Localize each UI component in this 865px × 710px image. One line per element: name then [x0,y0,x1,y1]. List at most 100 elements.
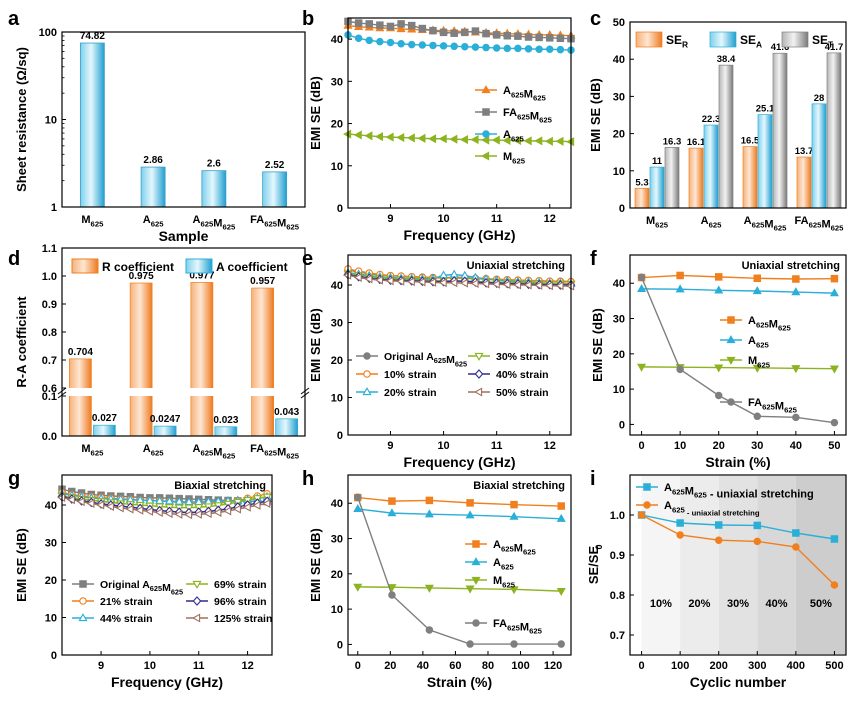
text-span: M [514,542,523,554]
legend-item-3-label: M625 [503,151,526,165]
panel-g-xtick-label: 11 [193,660,205,672]
data-point [386,38,395,47]
panel-f-xtick-label: 30 [751,440,763,452]
legend-item-0-label: Original A625M625 [384,351,467,368]
data-point [792,543,800,551]
data-point [450,29,458,37]
data-point [714,364,724,373]
panel-h-xtick-label: 60 [449,660,461,672]
data-point [429,26,437,35]
legend-item-2-label: A625 [503,129,525,143]
text-span: M [530,110,539,122]
legend-label: SET [812,33,834,50]
data-point [424,584,434,593]
data-point [353,130,362,140]
bar-value-label: 0.027 [92,413,117,424]
bar-orange [742,146,758,209]
bar-blue [275,418,298,437]
text-span: 625 [286,223,300,232]
legend-item-3-marker [474,352,484,361]
cycle-band-label: 50% [810,598,832,610]
text-span: Original A [384,351,434,363]
series-line-5 [347,274,572,287]
data-point [502,280,511,290]
data-point [546,45,554,53]
bar-value-label: 2.52 [265,160,285,171]
legend-item-3-marker [481,151,490,161]
panel-a-ylabel: Sheet resistance (Ω/sq) [14,47,29,192]
data-point [438,278,447,288]
panel-e-xtick-label: 10 [437,440,449,452]
data-point [459,135,468,145]
data-point [753,274,762,283]
data-point [407,40,416,49]
data-point [471,27,480,35]
data-point [509,586,519,595]
panel-c-ytick-label: 20 [613,129,625,141]
panel-d-frame [61,247,306,437]
data-point [396,276,405,286]
panel-i-xtick-label: 0 [639,660,645,672]
legend-item-4-marker [474,369,484,379]
legend-item-1-label: A625 [493,557,515,571]
bar-value-label: 41.6 [771,42,790,53]
panel-i-ytick-label: 0.7 [610,630,625,642]
panel-g-xtick-label: 10 [144,660,156,672]
data-point [512,135,522,145]
data-point [557,502,565,510]
legend-item-2-label: 20% strain [384,387,437,399]
panel-h-ytick-label: 20 [331,569,343,581]
panel-letter-c: c [590,8,601,30]
bar-grey [826,52,842,209]
panel-d-ytick-label: 0.6 [42,383,57,395]
data-point [753,521,762,530]
data-point [154,507,163,518]
text-span: 625 [694,491,708,500]
data-point [792,529,800,537]
data-point [752,286,762,295]
bar-value-label: 0.0247 [150,414,181,425]
data-point [830,535,839,543]
text-span: 125% strain [214,613,272,625]
panel-b-ytick-label: 20 [331,119,343,131]
panel-letter-e: e [302,248,313,270]
data-point [481,135,490,145]
panel-d-ytick-label: 0.8 [42,327,57,339]
data-point [512,280,522,290]
panel-h-xlabel: Strain (%) [427,674,492,690]
panel-letter-a: a [8,8,20,30]
data-point [213,507,222,518]
bar-value-label: 38.4 [717,54,736,65]
text-span: 625 [151,448,165,457]
legend-item-2-marker [78,613,88,622]
data-point [407,21,416,30]
data-point [557,640,565,648]
data-point [376,21,384,29]
data-point [174,496,184,505]
legend-item-1-marker [643,501,651,509]
text-span: M [503,151,512,163]
data-point [164,496,174,505]
data-point [753,537,762,546]
text-span: T [828,40,834,50]
text-span: 625 [171,587,183,596]
panel-d-ytick-label: 0.9 [42,299,57,311]
panel-h-xtick-label: 40 [417,660,429,672]
bar-value-label: 5.3 [635,177,648,188]
panel-f-xtick-label: 20 [713,440,725,452]
panel-h-ylabel: EMI SE (dB) [308,528,323,602]
panel-h-xtick-label: 120 [544,660,562,672]
text-span: M [524,88,533,100]
data-point [461,42,469,51]
data-point [397,40,405,48]
panel-b-frame [347,17,572,209]
data-point [374,275,384,285]
text-span: 625 [533,94,547,103]
text-span: A [664,500,672,512]
panel-h-ytick-label: 40 [331,498,343,510]
legend-item-3-label: 30% strain [496,351,549,363]
panel-b-ytick-label: 40 [331,34,343,46]
bar-value-label: 16.3 [663,136,682,147]
